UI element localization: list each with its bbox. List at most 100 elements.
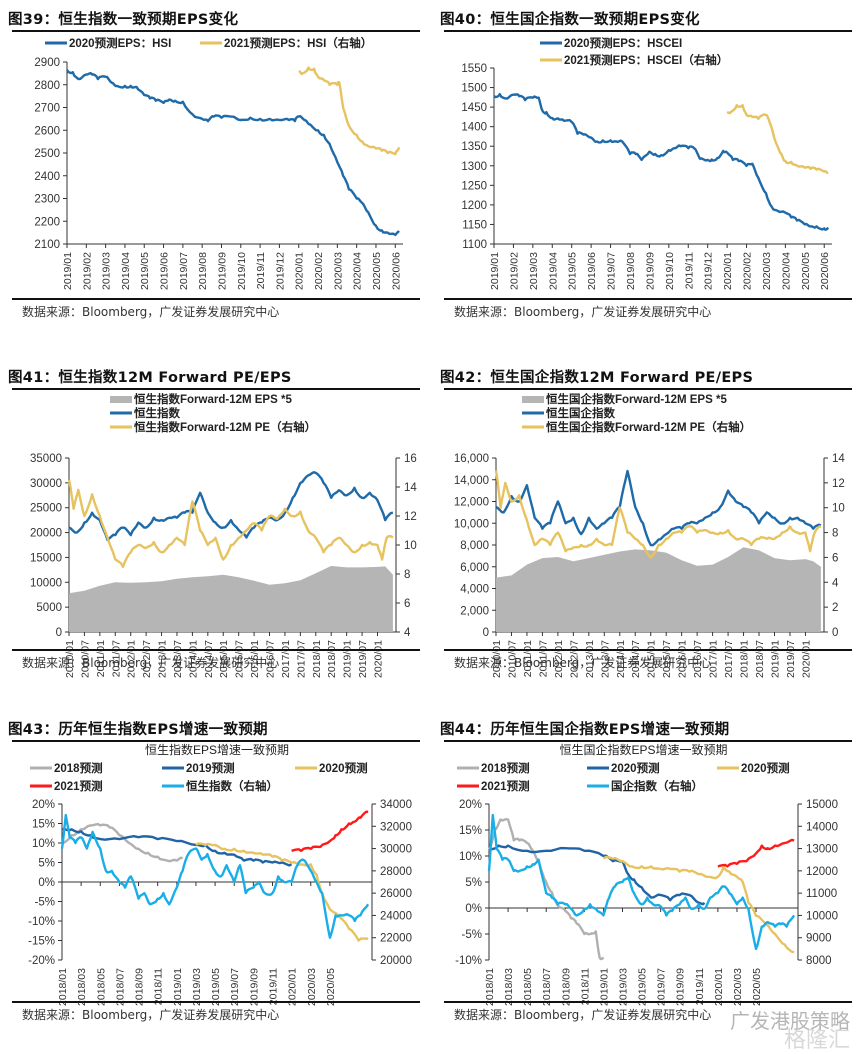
y2-tick-label: 16 xyxy=(404,453,417,465)
legend: 2018预测 2019预测 2020预测 2021预测 恒生指数（右轴） xyxy=(30,761,368,793)
x-tick-label: 2019/07 xyxy=(178,252,190,290)
x-tick-label: 2019/10 xyxy=(664,252,676,290)
y2-tick-label: 10000 xyxy=(806,910,838,922)
x-tick-label: 2018/05 xyxy=(522,968,534,1006)
y-tick-label: 2700 xyxy=(34,103,60,115)
y-tick-label: 16,000 xyxy=(454,453,489,465)
series-line xyxy=(298,66,401,156)
series-line xyxy=(495,469,822,547)
x-tick-label: 2019/01 xyxy=(342,640,354,678)
x-tick-label: 2019/03 xyxy=(618,968,630,1006)
series-line xyxy=(60,813,370,939)
x-tick-label: 2020/05 xyxy=(371,252,383,290)
legend-label: 2021预测 xyxy=(54,779,103,793)
x-tick-label: 2018/05 xyxy=(95,968,107,1006)
legend-label: 2021预测EPS：HSI（右轴） xyxy=(224,36,372,50)
y2-tick-label: 15000 xyxy=(806,799,838,811)
y-tick-label: 15000 xyxy=(30,552,62,564)
x-tick-label: 2020/05 xyxy=(751,968,763,1006)
y2-tick-label: 14 xyxy=(832,453,845,465)
series-line xyxy=(61,822,184,863)
panel-fig39: 图39：恒生指数一致预期EPS变化 2020预测EPS：HSI 2021预测EPS… xyxy=(0,0,420,330)
y-tick-label: 1550 xyxy=(461,63,487,75)
y-tick-label: 1300 xyxy=(461,161,487,173)
legend-item: 2020预测 xyxy=(717,761,790,775)
y-tick-label: 1250 xyxy=(461,180,487,192)
legend-label: 恒生指数Forward-12M EPS *5 xyxy=(134,392,292,406)
x-tick-label: 2019/12 xyxy=(274,252,286,290)
legend-label: 2020预测 xyxy=(319,761,368,775)
series-line xyxy=(291,810,369,852)
legend-item: 国企指数（右轴） xyxy=(587,779,703,793)
y-tick-label: 14,000 xyxy=(454,475,489,487)
legend-item: 恒生指数Forward-12M PE（右轴） xyxy=(110,420,316,434)
source-rule xyxy=(444,298,852,300)
y-tick-label: -15% xyxy=(28,936,55,948)
x-tick-label: 2019/05 xyxy=(567,252,579,290)
legend-label: 2018预测 xyxy=(54,761,103,775)
x-tick-label: 2020/04 xyxy=(352,252,364,290)
figure-title: 图42：恒生国企指数12M Forward PE/EPS xyxy=(440,370,754,386)
x-tick-label: 2018/01 xyxy=(739,640,751,678)
source-note: 数据来源：Bloomberg，广发证券发展研究中心 xyxy=(454,656,712,670)
y-tick-label: 2500 xyxy=(34,148,60,160)
legend-label: 2021预测 xyxy=(481,779,530,793)
x-tick-label: 2019/06 xyxy=(586,252,598,290)
x-tick-label: 2018/09 xyxy=(134,968,146,1006)
figure-title: 图41：恒生指数12M Forward PE/EPS xyxy=(8,370,292,386)
legend-label: 2020预测 xyxy=(611,761,660,775)
panel-fig40: 图40：恒生国企指数一致预期EPS变化 2020预测EPS：HSCEI 2021预… xyxy=(432,0,852,330)
x-tick-label: 2019/12 xyxy=(703,252,715,290)
legend-item: 2021预测 xyxy=(30,779,103,793)
source-rule xyxy=(444,649,852,651)
panel-fig43: 图43：历年恒生指数EPS增速一致预期 恒生指数EPS增速一致预期 2018预测 2… xyxy=(0,710,420,1046)
x-tick-label: 2019/06 xyxy=(159,252,171,290)
y-tick-label: 2600 xyxy=(34,125,60,137)
x-tick-label: 2020/04 xyxy=(780,252,792,290)
x-tick-label: 2019/05 xyxy=(637,968,649,1006)
y-tick-label: 2,000 xyxy=(460,605,489,617)
source-note: 数据来源：Bloomberg，广发证券发展研究中心 xyxy=(22,305,280,319)
y-tick-label: -5% xyxy=(35,897,55,909)
y-tick-label: 2300 xyxy=(34,194,60,206)
series-area xyxy=(69,565,393,632)
chart-fig40: 2020预测EPS：HSCEI 2021预测EPS：HSCEI（右轴） 1100 11… xyxy=(461,36,832,290)
y-tick-label: -20% xyxy=(28,955,55,967)
y2-tick-label: 8000 xyxy=(806,955,832,967)
legend-item: 恒生国企指数Forward-12M PE（右轴） xyxy=(522,420,751,434)
x-tick-label: 2020/01 xyxy=(800,640,812,678)
y-tick-label: 1150 xyxy=(462,219,487,231)
chart-fig42: 恒生国企指数Forward-12M EPS *5恒生国企指数恒生国企指数Forw… xyxy=(454,392,846,678)
legend-label: 2020预测 xyxy=(741,761,790,775)
legend-label: 恒生国企指数Forward-12M EPS *5 xyxy=(546,392,727,406)
legend-item: 2020预测EPS：HSI xyxy=(45,36,171,50)
figure-title: 图43：历年恒生指数EPS增速一致预期 xyxy=(8,722,268,738)
series-line xyxy=(717,838,795,868)
x-tick-label: 2017/01 xyxy=(280,640,292,678)
y2-tick-label: 10 xyxy=(832,503,845,515)
source-note: 数据来源：Bloomberg，广发证券发展研究中心 xyxy=(22,1008,280,1022)
x-tick-label: 2018/01 xyxy=(311,640,323,678)
x-tick-label: 2020/06 xyxy=(819,252,831,290)
chart-fig41: 恒生指数Forward-12M EPS *5恒生指数恒生指数Forward-12… xyxy=(30,392,417,678)
legend-item: 2020预测EPS：HSCEI xyxy=(540,36,682,50)
x-tick-label: 2019/07 xyxy=(656,968,668,1006)
legend: 2020预测EPS：HSCEI 2021预测EPS：HSCEI（右轴） xyxy=(540,36,728,67)
x-tick-label: 2020/05 xyxy=(325,968,337,1006)
x-tick-label: 2018/01 xyxy=(57,968,69,1006)
y-tick-label: 2800 xyxy=(34,80,60,92)
x-tick-label: 2020/01 xyxy=(287,968,299,1006)
x-tick-label: 2019/02 xyxy=(81,252,93,290)
legend-item: 2020预测 xyxy=(587,761,660,775)
y2-tick-label: 4 xyxy=(832,577,839,589)
x-tick-label: 2019/08 xyxy=(625,252,637,290)
watermark-logo: 格隆汇 xyxy=(783,1028,850,1053)
x-tick-label: 2018/01 xyxy=(484,968,496,1006)
y-tick-label: 1200 xyxy=(461,200,487,212)
y-tick-label: 0% xyxy=(38,877,55,889)
source-rule xyxy=(12,649,420,651)
legend-item: 2021预测EPS：HSI（右轴） xyxy=(200,36,372,50)
y2-tick-label: 28000 xyxy=(380,866,412,878)
series-line xyxy=(602,855,795,954)
legend-label: 2020预测EPS：HSCEI xyxy=(564,36,682,50)
